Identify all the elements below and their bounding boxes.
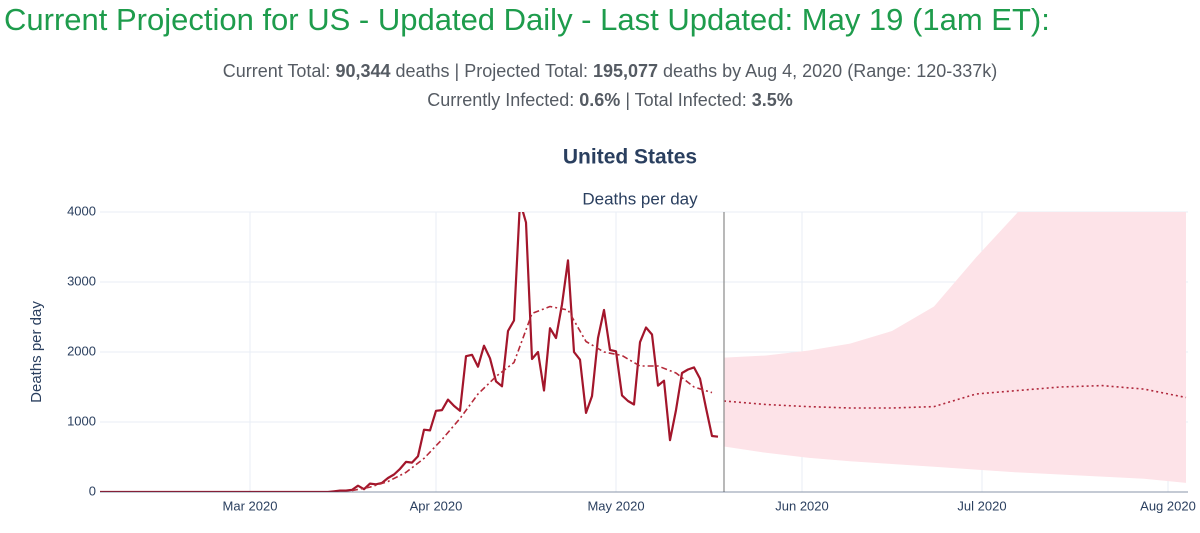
x-tick-label: Aug 2020 bbox=[1140, 498, 1196, 513]
summary-value: 90,344 bbox=[335, 61, 390, 81]
confidence-band bbox=[724, 212, 1186, 483]
chart-title: United States bbox=[563, 146, 697, 169]
series-line bbox=[100, 212, 719, 492]
y-axis-label: Deaths per day bbox=[28, 301, 45, 403]
plot-area bbox=[100, 212, 1187, 492]
summary-value: 195,077 bbox=[593, 61, 658, 81]
summary-value: 3.5% bbox=[752, 90, 793, 110]
page-title: Current Projection for US - Updated Dail… bbox=[4, 2, 1050, 37]
y-tick-label: 2000 bbox=[67, 343, 96, 358]
summary-text: Currently Infected: bbox=[427, 90, 579, 110]
x-tick-label: Apr 2020 bbox=[410, 498, 463, 513]
summary-text: | Total Infected: bbox=[620, 90, 751, 110]
summary-line: Currently Infected: 0.6% | Total Infecte… bbox=[427, 90, 793, 110]
summary-text: deaths by Aug 4, 2020 (Range: 120-337k) bbox=[658, 61, 997, 81]
summary-line: Current Total: 90,344 deaths | Projected… bbox=[223, 61, 998, 81]
x-tick-label: Jul 2020 bbox=[957, 498, 1006, 513]
summary-value: 0.6% bbox=[579, 90, 620, 110]
summary-text: Current Total: bbox=[223, 61, 336, 81]
series-line bbox=[351, 305, 713, 492]
y-tick-label: 3000 bbox=[67, 273, 96, 288]
summary-text: deaths | Projected Total: bbox=[391, 61, 593, 81]
x-tick-label: Mar 2020 bbox=[223, 498, 278, 513]
chart-subtitle: Deaths per day bbox=[582, 189, 698, 208]
y-tick-label: 0 bbox=[89, 483, 96, 498]
y-tick-label: 1000 bbox=[67, 413, 96, 428]
x-tick-label: May 2020 bbox=[587, 498, 644, 513]
x-tick-label: Jun 2020 bbox=[775, 498, 829, 513]
y-tick-label: 4000 bbox=[67, 203, 96, 218]
